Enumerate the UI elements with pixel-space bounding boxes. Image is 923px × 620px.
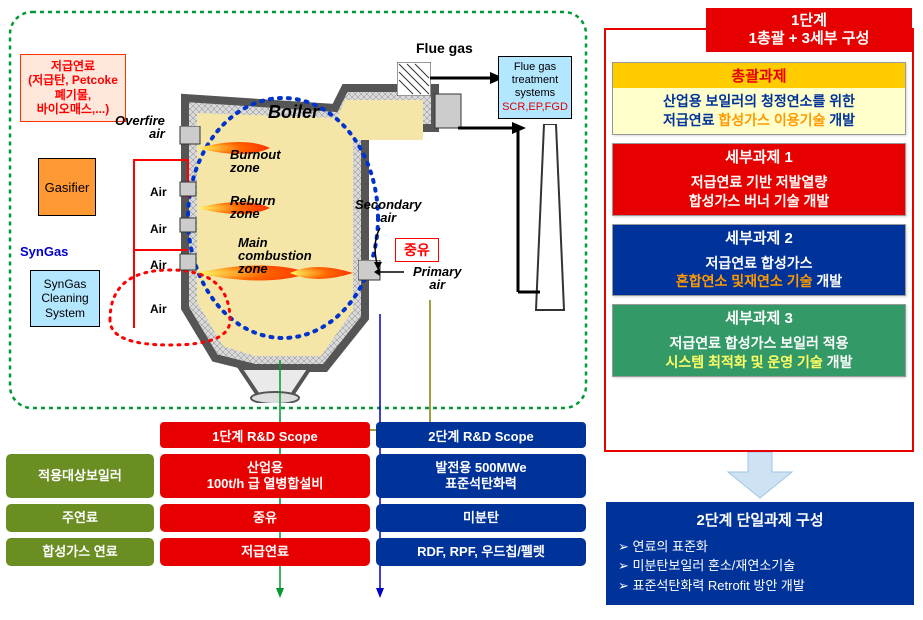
rd-r1-c0: 주연료 xyxy=(6,504,154,532)
task-card-0: 총괄과제산업용 보일러의 청정연소를 위한저급연료 합성가스 이용기술 개발 xyxy=(612,62,906,135)
phase2-item-2: ➢ 표준석탄화력 Retrofit 방안 개발 xyxy=(618,576,902,596)
task-title-2: 세부과제 2 xyxy=(613,225,905,250)
rd-r2-c1: 저급연료 xyxy=(160,538,370,566)
sec-arrows xyxy=(374,222,424,282)
zone-2: Maincombustionzone xyxy=(238,236,312,275)
task-body-1: 저급연료 기반 저발열량합성가스 버너 기술 개발 xyxy=(613,169,905,215)
syngas-label: SynGas xyxy=(20,244,68,259)
task-body-3: 저급연료 합성가스 보일러 적용시스템 최적화 및 운영 기술 개발 xyxy=(613,330,905,376)
boiler-label: Boiler xyxy=(268,102,319,123)
down-arrow xyxy=(720,452,800,502)
rd-r0-c1: 산업용100t/h 급 열병합설비 xyxy=(160,454,370,498)
zone-1: Reburnzone xyxy=(230,194,276,220)
rd-r1-c2: 미분탄 xyxy=(376,504,586,532)
phase2-box: 2단계 단일과제 구성 ➢ 연료의 표준화 ➢ 미분탄보일러 혼소/재연소기술 … xyxy=(606,502,914,605)
rd-r2-c0: 합성가스 연료 xyxy=(6,538,154,566)
secondary-label: Secondaryair xyxy=(355,198,421,224)
air-boxes xyxy=(170,126,210,326)
phase2-item-1: ➢ 미분탄보일러 혼소/재연소기술 xyxy=(618,556,902,576)
rd-r0-c2: 발전용 500MWe표준석탄화력 xyxy=(376,454,586,498)
rd-table: 1단계 R&D Scope 2단계 R&D Scope 적용대상보일러산업용10… xyxy=(6,422,586,572)
fluegas-box: Flue gas treatment systems SCR,EP,FGD xyxy=(498,56,572,119)
task-card-2: 세부과제 2저급연료 합성가스 혼합연소 및재연소 기술 개발 xyxy=(612,224,906,297)
zone-0: Burnoutzone xyxy=(230,148,281,174)
fluegas-label: Flue gas xyxy=(416,40,473,56)
rd-h2: 2단계 R&D Scope xyxy=(376,422,586,448)
task-card-1: 세부과제 1저급연료 기반 저발열량합성가스 버너 기술 개발 xyxy=(612,143,906,216)
gasifier-box: Gasifier xyxy=(38,158,96,216)
task-title-1: 세부과제 1 xyxy=(613,144,905,169)
task-title-3: 세부과제 3 xyxy=(613,305,905,330)
task-title-0: 총괄과제 xyxy=(613,63,905,88)
right-head: 1단계1총괄 + 3세부 구성 xyxy=(706,8,912,52)
stack-feed xyxy=(458,112,548,312)
task-card-3: 세부과제 3저급연료 합성가스 보일러 적용시스템 최적화 및 운영 기술 개발 xyxy=(612,304,906,377)
task-body-2: 저급연료 합성가스 혼합연소 및재연소 기술 개발 xyxy=(613,250,905,296)
rd-r2-c2: RDF, RPF, 우드칩/펠렛 xyxy=(376,538,586,566)
rd-r1-c1: 중유 xyxy=(160,504,370,532)
overfire-label: Overfire air xyxy=(115,114,165,140)
rd-r0-c0: 적용대상보일러 xyxy=(6,454,154,498)
cleaning-box: SynGas Cleaning System xyxy=(30,270,100,327)
task-body-0: 산업용 보일러의 청정연소를 위한저급연료 합성가스 이용기술 개발 xyxy=(613,88,905,134)
rd-h1: 1단계 R&D Scope xyxy=(160,422,370,448)
phase2-item-0: ➢ 연료의 표준화 xyxy=(618,537,902,557)
phase2-title: 2단계 단일과제 구성 xyxy=(618,510,902,533)
superheater xyxy=(397,62,431,96)
fuel-box: 저급연료 (저급탄, Petcoke 폐기물, 바이오매스,...) xyxy=(20,54,126,122)
